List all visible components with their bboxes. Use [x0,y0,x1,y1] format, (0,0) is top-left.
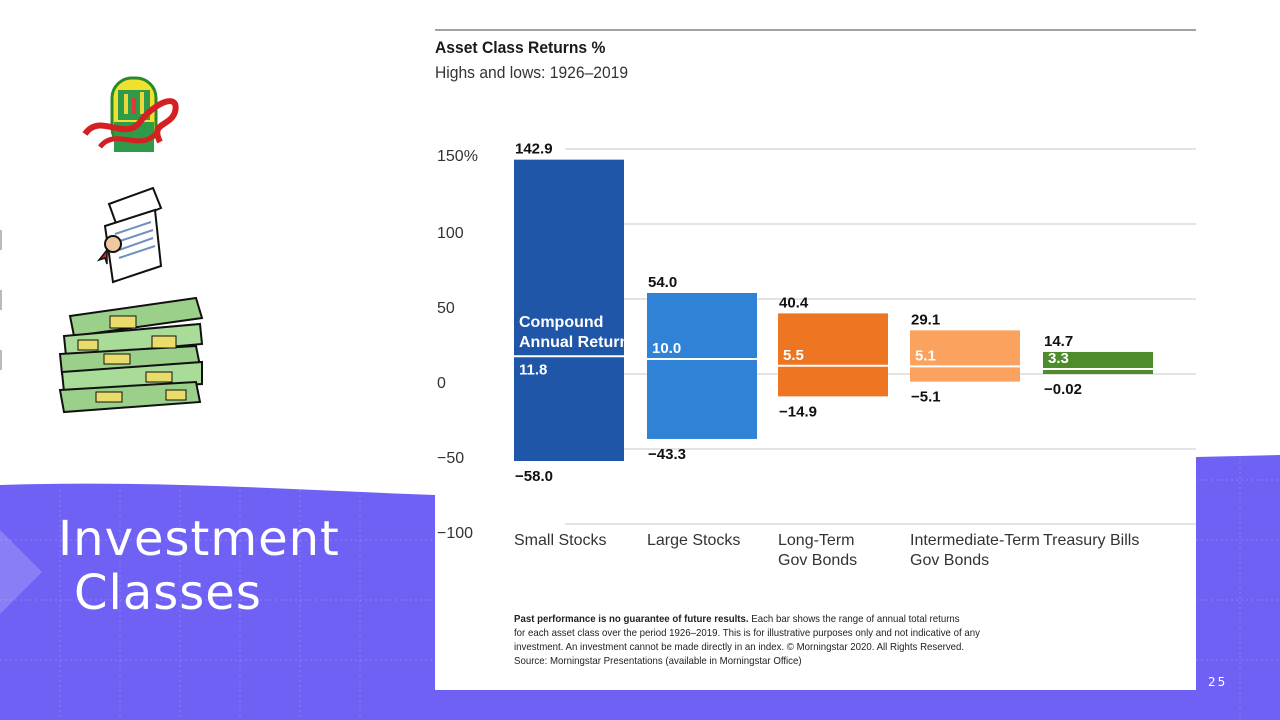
category-label: Gov Bonds [910,552,989,569]
footnote-text1: Each bar shows the range of annual total… [748,613,960,625]
slide-title-line1: Investment [58,511,340,567]
low-label: −58.0 [515,468,553,485]
bar-range [647,293,757,439]
category-label: Intermediate-Term [910,532,1040,549]
category-label: Treasury Bills [1043,532,1139,549]
car-value-label: 5.5 [783,347,804,364]
money-stack-clipart-icon [58,296,204,414]
high-label: 54.0 [648,274,677,291]
chart-subtitle: Highs and lows: 1926–2019 [435,63,629,82]
low-label: −5.1 [911,389,941,406]
footnote: Past performance is no guarantee of futu… [514,612,992,668]
page-number: 25 [1208,675,1228,689]
slide-title-line2: Classes [74,565,262,621]
y-tick-label: 150% [437,148,478,165]
y-tick-label: 0 [437,375,446,392]
footnote-bold: Past performance is no guarantee of futu… [514,613,749,625]
bar-range [778,313,888,397]
high-label: 14.7 [1044,333,1073,350]
car-value-label: 11.8 [519,361,547,378]
high-label: 29.1 [911,311,940,328]
car-value-label: 5.1 [915,347,936,364]
car-value-label: 10.0 [652,340,681,357]
low-label: −43.3 [648,446,686,463]
asset-class-returns-chart: 150% 100 50 0 −50 −100 142.9 −58.0 11.8 Small Sto… [435,29,1196,569]
y-tick-label: −100 [437,525,473,542]
chart-card: Asset Class Returns % Highs and lows: 19… [435,0,1196,690]
car-annotation-label: Annual Return [519,334,629,351]
trophy-cup-clipart-icon [82,76,179,152]
y-tick-label: 100 [437,225,464,242]
high-label: 40.4 [779,294,809,311]
bar-range [514,159,624,461]
category-label: Large Stocks [647,532,740,549]
footnote-source: Source: Morningstar Presentations (avail… [514,655,802,667]
y-tick-label: −50 [437,450,464,467]
car-value-label: 3.3 [1048,350,1069,367]
chart-title: Asset Class Returns % [435,38,606,57]
bar-range [910,330,1020,382]
high-label: 142.9 [515,141,553,158]
slide-title: Investment Classes [58,512,340,620]
category-label: Small Stocks [514,532,606,549]
car-annotation-label: Compound [519,314,603,331]
low-label: −0.02 [1044,381,1082,398]
certificate-clipart-icon [96,186,163,284]
low-label: −14.9 [779,403,817,420]
category-label: Gov Bonds [778,552,857,569]
category-label: Long-Term [778,532,854,549]
footnote-line2: for each asset class over the period 192… [514,627,980,639]
y-tick-label: 50 [437,300,455,317]
footnote-line3: investment. An investment cannot be made… [514,641,965,653]
